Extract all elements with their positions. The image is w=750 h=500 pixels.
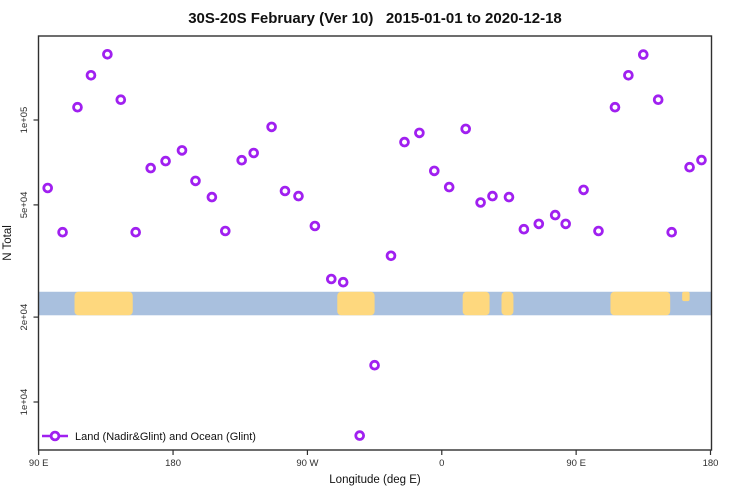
data-point xyxy=(369,359,380,371)
data-point xyxy=(325,273,337,285)
data-point xyxy=(279,185,291,197)
data-point xyxy=(414,127,425,139)
data-point xyxy=(160,155,171,167)
data-point xyxy=(85,70,97,81)
x-tick-label: 90 E xyxy=(29,458,49,469)
x-tick-label: 180 xyxy=(703,458,719,469)
land-segment xyxy=(501,291,514,316)
data-point xyxy=(176,145,188,156)
data-point xyxy=(220,225,231,237)
data-point xyxy=(637,49,649,60)
data-point xyxy=(385,250,397,262)
legend-label: Land (Nadir&Glint) and Ocean (Glint) xyxy=(75,431,256,443)
data-point xyxy=(460,123,472,135)
x-tick-label: 90 E xyxy=(566,458,586,469)
data-point xyxy=(578,184,589,196)
y-axis-label: N Total xyxy=(2,225,14,261)
data-point xyxy=(623,70,634,81)
data-point xyxy=(487,190,498,202)
island-segment xyxy=(682,291,690,302)
data-point xyxy=(72,101,83,113)
data-point xyxy=(266,121,277,133)
data-point xyxy=(609,101,621,113)
data-point xyxy=(503,191,515,203)
data-point xyxy=(354,430,366,441)
land-segment xyxy=(462,291,490,316)
data-point xyxy=(293,190,304,202)
land-segment xyxy=(610,291,671,316)
land-segment xyxy=(74,291,133,316)
data-point xyxy=(115,94,127,105)
data-point xyxy=(684,161,695,173)
data-point xyxy=(428,165,440,177)
y-tick-label: 2e+04 xyxy=(19,304,30,331)
data-point xyxy=(57,226,68,238)
data-point xyxy=(399,136,410,148)
data-point xyxy=(696,154,707,166)
plot-border xyxy=(37,35,713,451)
data-point xyxy=(666,226,677,238)
data-point xyxy=(560,218,571,230)
x-tick-label: 0 xyxy=(439,458,444,469)
land-segment xyxy=(337,291,375,316)
chart-title: 30S-20S February (Ver 10) 2015-01-01 to … xyxy=(188,10,562,27)
data-point xyxy=(190,175,201,187)
data-point xyxy=(475,197,486,208)
data-point xyxy=(443,181,455,193)
y-tick-label: 1e+04 xyxy=(19,389,30,416)
x-tick-label: 90 W xyxy=(296,458,318,469)
data-point xyxy=(102,48,113,60)
data-point xyxy=(337,276,349,288)
data-point xyxy=(652,94,664,105)
data-point xyxy=(248,147,260,159)
data-point xyxy=(130,226,142,238)
map-band-ocean xyxy=(38,291,712,316)
data-point xyxy=(309,220,321,232)
data-point xyxy=(42,182,53,194)
x-axis-label: Longitude (deg E) xyxy=(329,474,421,486)
data-point xyxy=(145,162,157,174)
data-point xyxy=(206,191,218,203)
data-point xyxy=(518,223,530,235)
data-point xyxy=(236,154,248,166)
y-tick-label: 1e+05 xyxy=(19,107,30,134)
data-point xyxy=(533,218,545,230)
legend-marker xyxy=(49,430,61,442)
data-point xyxy=(549,209,561,221)
x-tick-label: 180 xyxy=(165,458,181,469)
data-point xyxy=(593,225,604,237)
y-tick-label: 5e+04 xyxy=(19,192,30,219)
